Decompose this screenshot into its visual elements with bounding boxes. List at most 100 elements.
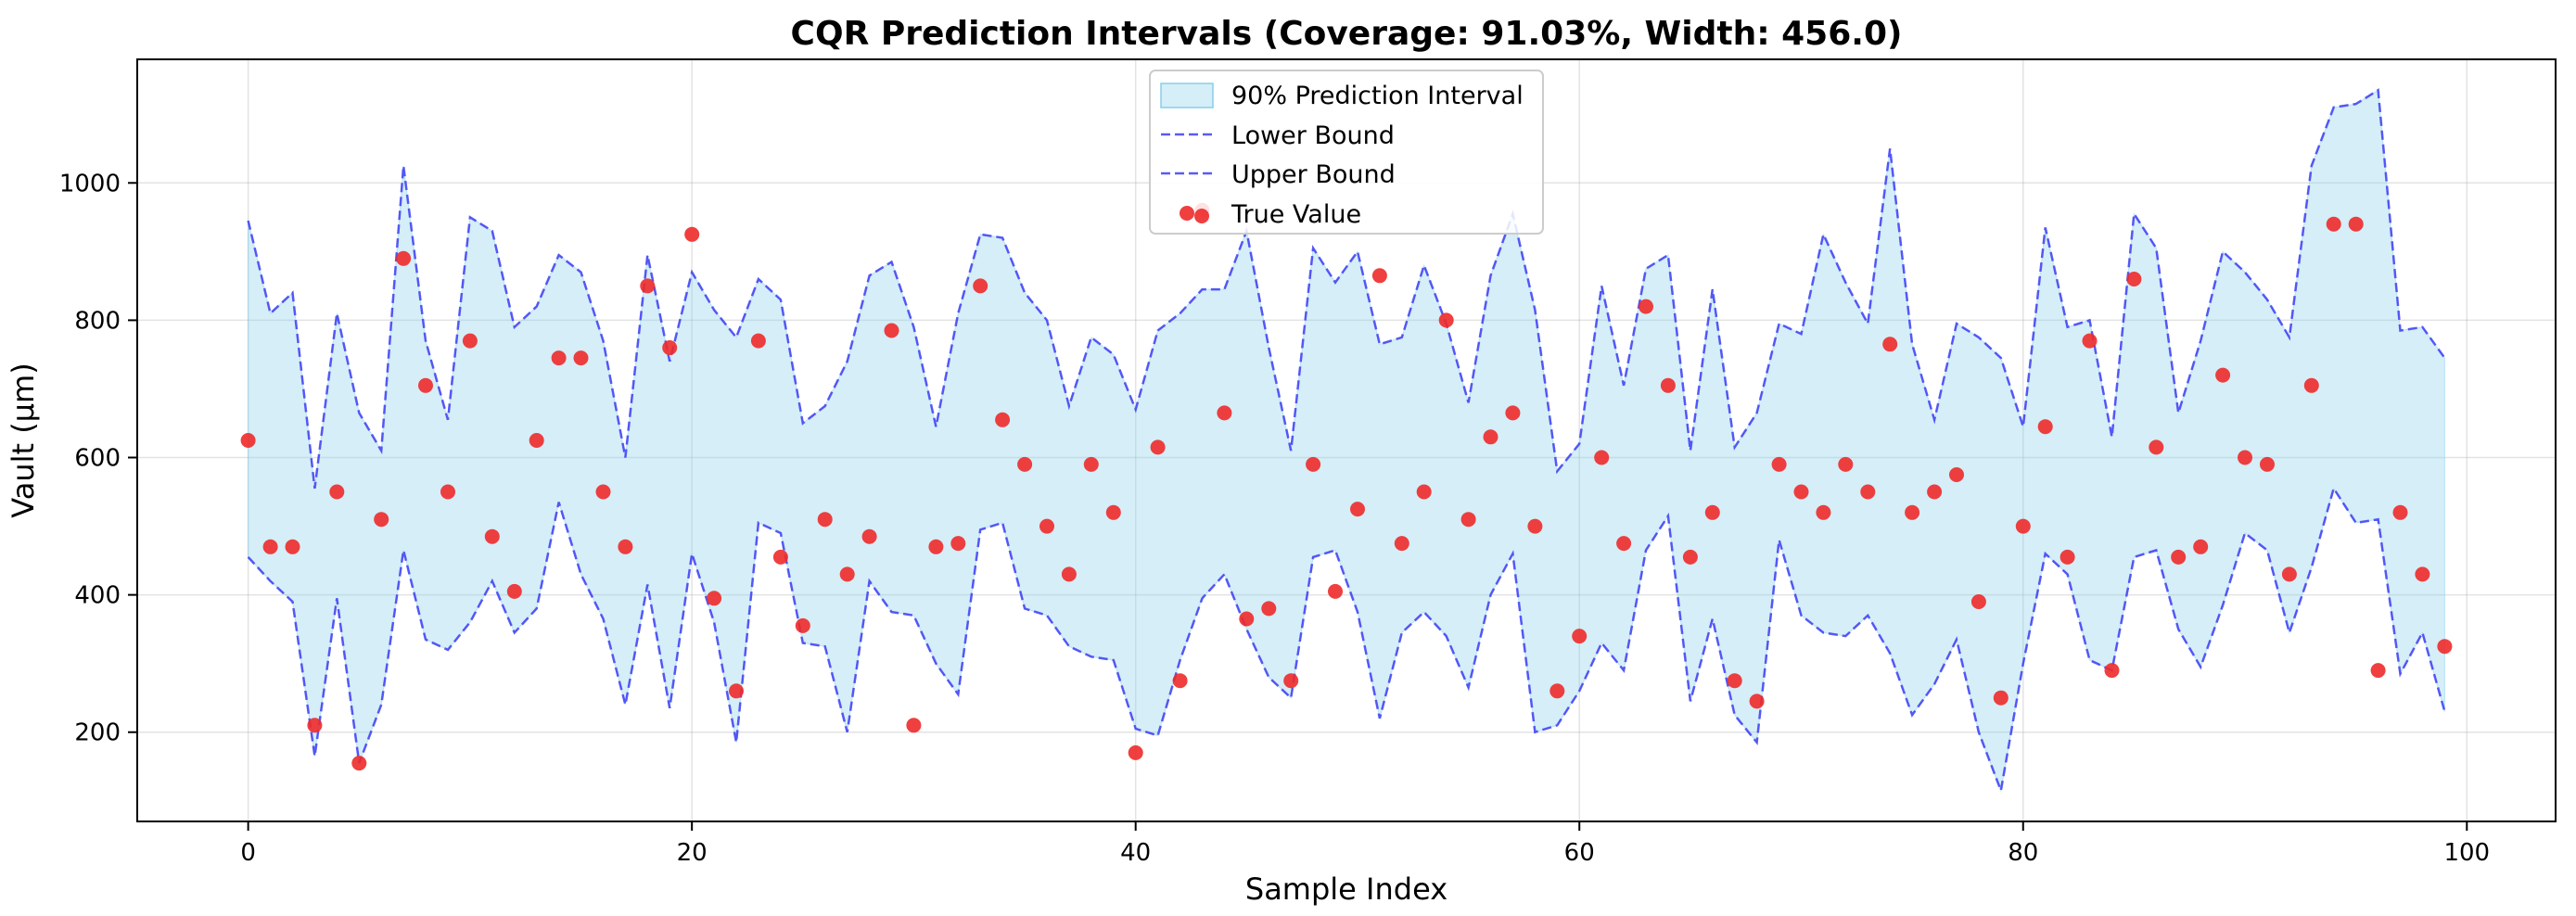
- true-value-point: [2238, 450, 2252, 465]
- true-value-point: [1660, 377, 1676, 393]
- true-value-point: [1328, 583, 1343, 599]
- true-value-point: [2281, 566, 2297, 582]
- lower-bound-line: [247, 485, 2446, 795]
- x-tick-label: 100: [2443, 839, 2490, 867]
- true-value-point: [506, 583, 522, 599]
- true-value-point: [618, 539, 633, 554]
- true-value-point: [2104, 663, 2120, 679]
- true-value-point: [351, 756, 367, 771]
- true-value-point: [772, 549, 788, 565]
- y-axis-ticks: 200 400 600 800 1000: [59, 170, 137, 747]
- true-value-point: [1793, 484, 1809, 500]
- true-value-point: [684, 226, 700, 242]
- true-value-point: [1572, 629, 1588, 644]
- true-value-point: [262, 539, 278, 554]
- true-value-point: [484, 528, 500, 544]
- true-value-point: [595, 484, 611, 500]
- true-value-point: [240, 433, 256, 448]
- bound-lines: [247, 88, 2446, 795]
- true-value-point: [1816, 504, 1831, 520]
- legend-box: [1149, 70, 1544, 235]
- true-value-point: [861, 528, 877, 544]
- true-value-point: [1394, 536, 1409, 552]
- true-value-point: [2392, 504, 2408, 520]
- legend-lower-label: Lower Bound: [1231, 121, 1395, 150]
- true-value-point: [795, 617, 810, 633]
- plot-frame: [136, 58, 2557, 822]
- true-value-point: [307, 718, 323, 733]
- true-value-point: [1371, 268, 1387, 284]
- true-value-point: [2082, 333, 2098, 349]
- true-value-point: [1306, 456, 1321, 472]
- legend-upper-label: Upper Bound: [1231, 160, 1396, 189]
- true-value-point: [374, 512, 389, 528]
- true-value-point: [573, 350, 589, 366]
- true-value-point: [1061, 566, 1077, 582]
- x-tick-label: 60: [1564, 839, 1595, 867]
- true-value-point: [1483, 429, 1498, 445]
- y-tick-label: 600: [74, 445, 121, 473]
- true-value-point: [1882, 337, 1898, 352]
- true-value-point: [2037, 419, 2053, 435]
- true-value-point: [839, 566, 855, 582]
- true-value-point: [1239, 611, 1255, 627]
- true-value-point: [1771, 456, 1787, 472]
- true-value-point: [1172, 673, 1188, 689]
- y-tick-label: 1000: [59, 170, 121, 197]
- true-value-point: [2126, 272, 2142, 286]
- true-value-point: [1017, 456, 1033, 472]
- true-value-point: [640, 278, 656, 294]
- true-value-point: [2015, 518, 2031, 534]
- true-value-point: [2437, 639, 2453, 655]
- true-value-point: [1505, 405, 1521, 421]
- true-value-point: [906, 718, 922, 733]
- true-value-point: [1970, 594, 1986, 609]
- true-value-point: [2193, 539, 2209, 554]
- true-value-point: [662, 340, 678, 355]
- true-value-point: [418, 377, 433, 393]
- x-axis-label: Sample Index: [1245, 871, 1447, 907]
- x-tick-label: 40: [1120, 839, 1151, 867]
- x-tick-label: 80: [2008, 839, 2038, 867]
- true-value-point: [1838, 456, 1854, 472]
- true-value-point: [995, 412, 1011, 427]
- true-value-point: [462, 333, 478, 349]
- true-value-point: [1460, 512, 1476, 528]
- true-value-point: [884, 323, 899, 338]
- true-value-point: [1927, 484, 1943, 500]
- true-value-point: [1549, 683, 1565, 699]
- true-value-point: [2215, 367, 2231, 383]
- true-value-point: [1438, 312, 1454, 328]
- true-value-point: [440, 484, 455, 500]
- true-value-point: [2326, 216, 2341, 232]
- legend-point-swatch: [1194, 209, 1209, 223]
- x-axis-ticks: 0 20 40 60 80 100: [240, 821, 2490, 867]
- y-tick-label: 400: [74, 582, 121, 610]
- true-value-point: [2171, 549, 2187, 565]
- true-value-point: [2260, 456, 2275, 472]
- legend-points-label: True Value: [1231, 200, 1361, 229]
- true-value-point: [1616, 536, 1632, 552]
- true-value-point: [1350, 502, 1365, 517]
- true-value-point: [1905, 504, 1920, 520]
- true-value-point: [1217, 405, 1232, 421]
- true-value-point: [2060, 549, 2075, 565]
- true-value-point: [1704, 504, 1720, 520]
- true-value-point: [1150, 439, 1166, 455]
- true-value-point: [1993, 690, 2009, 706]
- true-value-point: [329, 484, 345, 500]
- legend-band-swatch: [1160, 83, 1214, 108]
- true-value-point: [2348, 216, 2364, 232]
- true-value-point: [1749, 693, 1765, 709]
- true-value-point: [551, 350, 567, 366]
- true-value-point: [1105, 504, 1121, 520]
- true-value-point: [1083, 456, 1099, 472]
- true-value-point: [950, 536, 966, 552]
- true-value-point: [729, 683, 744, 699]
- true-value-point: [1727, 673, 1742, 689]
- true-value-point: [1527, 518, 1543, 534]
- true-value-point: [2370, 663, 2386, 679]
- true-value-point: [1639, 299, 1653, 314]
- grid-lines: [137, 59, 2556, 821]
